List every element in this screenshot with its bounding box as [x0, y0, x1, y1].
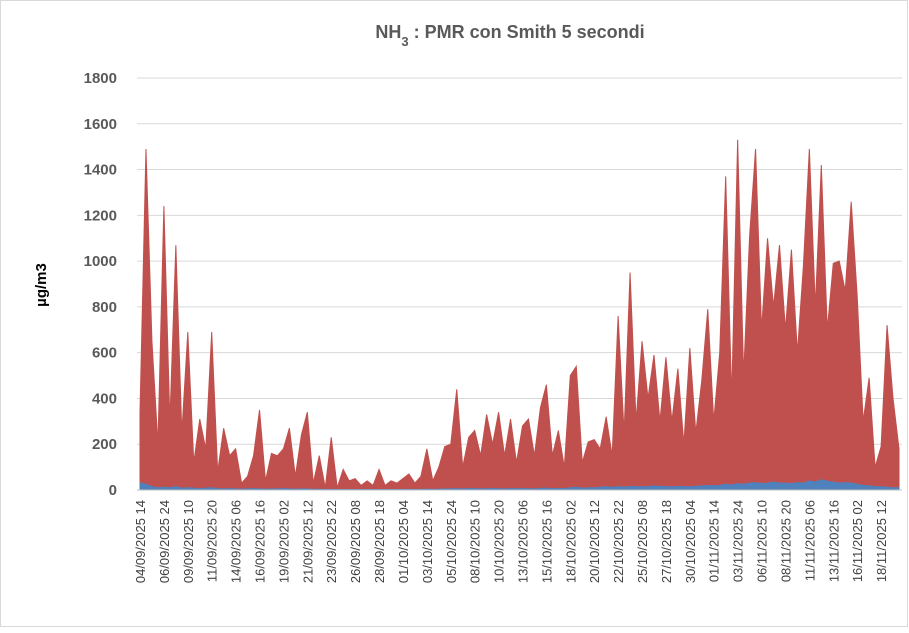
x-tick-label: 26/09/2025 08: [348, 500, 363, 583]
y-tick-label: 600: [92, 345, 117, 362]
x-tick-label: 25/10/2025 08: [635, 500, 650, 583]
y-tick-label: 0: [109, 482, 117, 499]
x-tick-label: 06/09/2025 24: [157, 500, 172, 583]
x-tick-label: 19/09/2025 02: [276, 500, 291, 583]
x-tick-label: 11/09/2025 20: [205, 500, 220, 582]
y-tick-label: 400: [92, 390, 117, 407]
x-tick-label: 10/10/2025 20: [492, 500, 507, 583]
x-tick-label: 01/11/2025 14: [707, 500, 722, 582]
x-tick-label: 01/10/2025 04: [396, 500, 411, 583]
y-axis-label: µg/m3: [33, 263, 50, 307]
y-tick-label: 1200: [84, 207, 117, 224]
x-tick-label: 22/10/2025 22: [611, 500, 626, 583]
x-tick-label: 13/10/2025 06: [515, 500, 530, 583]
x-tick-label: 18/11/2025 12: [874, 500, 889, 582]
x-tick-label: 08/11/2025 20: [778, 500, 793, 582]
x-tick-label: 06/11/2025 10: [755, 500, 770, 582]
x-tick-label: 30/10/2025 04: [683, 500, 698, 583]
x-tick-label: 14/09/2025 06: [229, 500, 244, 583]
x-tick-label: 03/10/2025 14: [420, 500, 435, 583]
x-tick-label: 03/11/2025 24: [731, 500, 746, 582]
x-tick-label: 16/09/2025 16: [253, 500, 268, 583]
x-tick-label: 05/10/2025 24: [444, 500, 459, 583]
area-series: [139, 139, 900, 491]
y-tick-label: 1600: [84, 116, 117, 133]
x-tick-label: 09/09/2025 10: [181, 500, 196, 583]
y-tick-label: 1800: [84, 70, 117, 87]
chart-title: NH3 : PMR con Smith 5 secondi: [375, 22, 644, 49]
area-series: [139, 479, 900, 491]
x-tick-label: 20/10/2025 12: [587, 500, 602, 583]
title-sub: 3: [401, 34, 408, 49]
x-tick-label: 11/11/2025 06: [802, 500, 817, 581]
x-tick-label: 13/11/2025 16: [826, 500, 841, 582]
x-tick-label: 04/09/2025 14: [133, 500, 148, 583]
x-tick-label: 08/10/2025 10: [468, 500, 483, 583]
x-tick-label: 16/11/2025 02: [850, 500, 865, 582]
y-tick-label: 1000: [84, 253, 117, 270]
title-rest: : PMR con Smith 5 secondi: [409, 22, 645, 42]
title-main: NH: [375, 22, 401, 42]
x-tick-label: 27/10/2025 18: [659, 500, 674, 583]
x-tick-label: 21/09/2025 12: [300, 500, 315, 583]
x-tick-label: 15/10/2025 16: [539, 500, 554, 583]
x-tick-label: 28/09/2025 18: [372, 500, 387, 583]
y-tick-label: 1400: [84, 162, 117, 179]
x-tick-label: 23/09/2025 22: [324, 500, 339, 583]
y-tick-label: 200: [92, 436, 117, 453]
y-tick-label: 800: [92, 299, 117, 316]
x-tick-label: 18/10/2025 02: [563, 500, 578, 583]
